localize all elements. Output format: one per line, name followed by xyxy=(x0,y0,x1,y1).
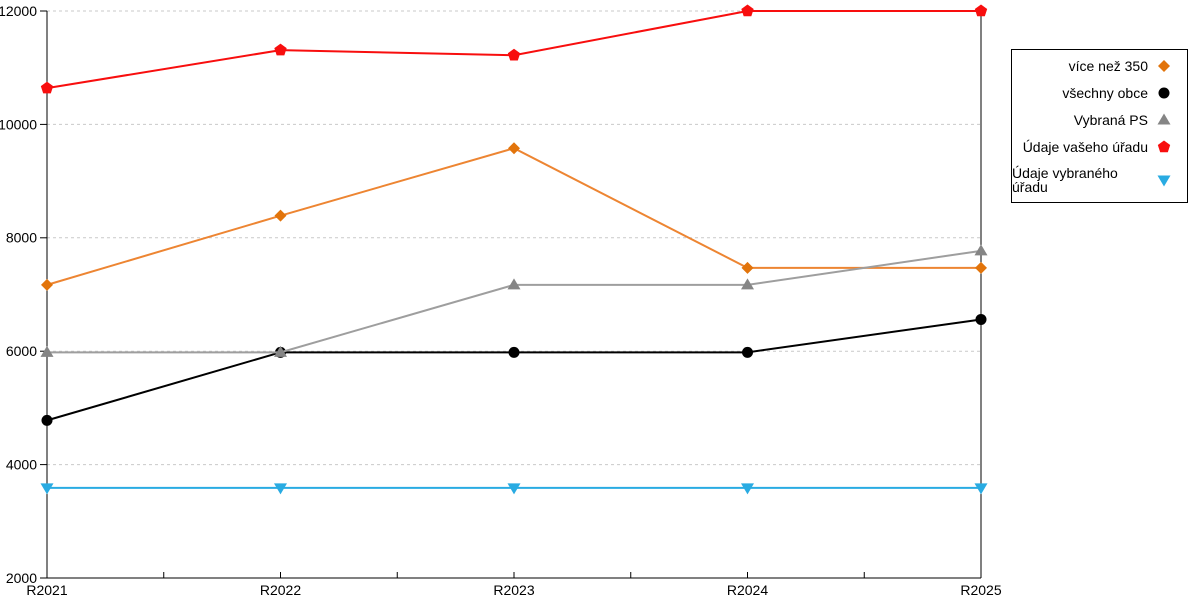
circle-marker xyxy=(742,346,753,358)
series-line-triangle-up xyxy=(47,249,982,354)
diamond-marker xyxy=(975,261,987,274)
legend-label: všechny obce xyxy=(1062,84,1148,101)
legend-label: Vybraná PS xyxy=(1073,111,1148,128)
y-tick-label: 4000 xyxy=(6,457,37,473)
legend-item: Údaje vašeho úřadu xyxy=(1012,139,1187,155)
circle-icon xyxy=(1156,85,1172,101)
circle-icon xyxy=(1158,87,1170,99)
diamond-icon xyxy=(1158,59,1170,72)
diamond-marker xyxy=(508,142,520,155)
triangle-down-icon-shape xyxy=(1157,175,1171,187)
y-tick-label: 10000 xyxy=(0,116,37,132)
legend-label: Údaje vybraného úřadu xyxy=(1012,165,1118,196)
diamond-marker xyxy=(741,261,754,274)
y-tick-label: 2000 xyxy=(6,570,37,586)
diamond-icon xyxy=(1156,58,1172,74)
y-tick-label: 6000 xyxy=(6,343,37,359)
triangle-up-icon-shape xyxy=(1157,113,1171,125)
diamond-icon-shape xyxy=(1158,59,1170,72)
x-tick-label: R2023 xyxy=(493,582,534,598)
pentagon-icon xyxy=(1156,139,1172,155)
legend-label: více než 350 xyxy=(1068,57,1148,74)
triangle-up-marker xyxy=(974,244,988,256)
x-tick-label: R2025 xyxy=(960,582,1001,598)
series-line-circle xyxy=(46,318,982,422)
circle-marker xyxy=(975,313,987,325)
triangle-up-marker xyxy=(741,278,754,290)
circle-marker xyxy=(508,346,520,358)
triangle-up-marker xyxy=(40,345,54,357)
triangle-down-marker xyxy=(741,483,754,495)
legend-item: Údaje vybraného úřadu xyxy=(1012,166,1187,194)
x-tick-label: R2024 xyxy=(727,582,768,598)
triangle-up-icon xyxy=(1156,112,1172,128)
circle-icon-shape xyxy=(1158,87,1170,99)
triangle-up-marker xyxy=(274,345,287,357)
legend-item: více než 350 xyxy=(1012,58,1187,74)
pentagon-marker xyxy=(974,4,988,17)
diamond-marker xyxy=(41,278,53,291)
triangle-up-marker xyxy=(507,278,521,290)
triangle-down-marker xyxy=(507,483,521,495)
circle-marker xyxy=(41,414,53,426)
pentagon-icon-shape xyxy=(1157,140,1171,153)
triangle-down-icon xyxy=(1157,175,1171,187)
triangle-down-marker xyxy=(974,483,988,495)
triangle-down-icon xyxy=(1156,172,1172,188)
diamond-marker xyxy=(274,209,287,222)
x-tick-label: R2021 xyxy=(26,582,67,598)
pentagon-icon xyxy=(1157,140,1171,153)
pentagon-marker xyxy=(741,4,754,17)
legend-item: všechny obce xyxy=(1012,85,1187,101)
pentagon-marker xyxy=(40,81,54,94)
y-tick-label: 12000 xyxy=(0,3,37,19)
legend-label: Údaje vašeho úřadu xyxy=(1022,139,1148,156)
triangle-down-marker xyxy=(40,483,54,495)
triangle-up-icon xyxy=(1157,113,1171,125)
legend-item: Vybraná PS xyxy=(1012,112,1187,128)
pentagon-marker xyxy=(507,48,521,61)
triangle-down-marker xyxy=(274,483,287,495)
legend: více než 350 všechny obce Vybraná PS Úda… xyxy=(1011,49,1188,203)
series-line-diamond xyxy=(46,147,981,286)
y-tick-label: 8000 xyxy=(6,230,37,246)
pentagon-marker xyxy=(274,43,287,56)
x-tick-label: R2022 xyxy=(260,582,301,598)
